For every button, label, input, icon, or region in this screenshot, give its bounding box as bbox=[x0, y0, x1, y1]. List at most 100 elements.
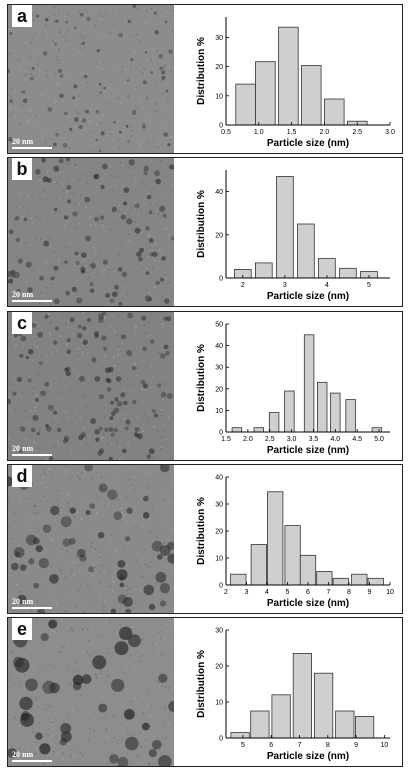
tem-noise bbox=[129, 688, 132, 690]
tem-noise bbox=[29, 366, 32, 369]
tem-noise bbox=[56, 490, 59, 492]
tem-noise bbox=[87, 738, 90, 741]
tem-noise bbox=[87, 583, 89, 586]
tem-noise bbox=[120, 765, 122, 766]
tem-noise bbox=[31, 728, 34, 730]
tem-noise bbox=[71, 730, 73, 732]
tem-noise bbox=[105, 727, 108, 729]
tem-noise bbox=[125, 333, 127, 335]
tem-noise bbox=[137, 409, 139, 412]
tem-noise bbox=[126, 585, 128, 587]
tem-noise bbox=[58, 182, 60, 185]
tem-texture bbox=[8, 5, 174, 153]
tem-noise bbox=[14, 148, 17, 151]
tem-noise bbox=[117, 533, 119, 535]
tem-noise bbox=[93, 15, 96, 18]
tem-noise bbox=[68, 389, 71, 392]
tem-noise bbox=[130, 135, 133, 138]
tem-noise bbox=[131, 402, 134, 405]
tem-noise bbox=[137, 441, 139, 444]
tem-noise bbox=[147, 117, 149, 119]
tem-noise bbox=[171, 742, 173, 745]
nanoparticle bbox=[12, 391, 17, 396]
tem-noise bbox=[118, 220, 120, 223]
tem-noise bbox=[34, 409, 37, 412]
tem-noise bbox=[95, 108, 97, 111]
tem-noise bbox=[87, 236, 89, 238]
tem-noise bbox=[89, 202, 91, 204]
tem-noise bbox=[8, 437, 10, 439]
tem-noise bbox=[165, 232, 167, 234]
tem-noise bbox=[125, 696, 128, 698]
nanoparticle bbox=[136, 251, 142, 257]
tem-noise bbox=[49, 69, 52, 72]
tem-noise bbox=[46, 148, 48, 151]
histogram-bar bbox=[313, 672, 334, 739]
panel-label-c: c bbox=[12, 312, 32, 334]
nanoparticle bbox=[126, 350, 133, 356]
tem-noise bbox=[86, 316, 89, 319]
tem-noise bbox=[120, 102, 122, 104]
tem-noise bbox=[121, 99, 124, 102]
tem-noise bbox=[94, 136, 97, 138]
tem-noise bbox=[163, 499, 166, 502]
tem-noise bbox=[117, 84, 119, 87]
tem-noise bbox=[47, 728, 50, 730]
tem-noise bbox=[83, 611, 85, 613]
tem-noise bbox=[56, 731, 58, 733]
tem-noise bbox=[136, 582, 138, 585]
tem-noise bbox=[34, 504, 37, 507]
tem-noise bbox=[64, 428, 67, 430]
tem-noise bbox=[107, 763, 109, 765]
tem-noise bbox=[86, 182, 88, 184]
tem-noise bbox=[99, 556, 102, 558]
tem-noise bbox=[123, 361, 125, 363]
tem-noise bbox=[64, 485, 67, 488]
tem-noise bbox=[71, 179, 74, 181]
tem-noise bbox=[31, 664, 33, 666]
tem-noise bbox=[160, 15, 163, 18]
tem-noise bbox=[145, 267, 147, 269]
tem-noise bbox=[56, 399, 59, 401]
tem-noise bbox=[172, 171, 174, 174]
tem-noise bbox=[87, 291, 89, 293]
scale-bar-d: 20 nm bbox=[12, 598, 52, 609]
tem-noise bbox=[167, 702, 170, 705]
tem-noise bbox=[39, 197, 41, 200]
tem-noise bbox=[65, 253, 67, 255]
tem-noise bbox=[35, 314, 38, 317]
tem-noise bbox=[167, 170, 169, 173]
tem-noise bbox=[91, 130, 94, 133]
tem-noise bbox=[101, 217, 104, 219]
tem-noise bbox=[157, 253, 159, 256]
tem-noise bbox=[162, 92, 164, 95]
tem-noise bbox=[154, 300, 157, 302]
tem-noise bbox=[162, 389, 165, 391]
tem-noise bbox=[127, 140, 130, 143]
tem-noise bbox=[93, 730, 96, 732]
nanoparticle bbox=[98, 448, 105, 454]
tem-noise bbox=[123, 759, 125, 761]
tem-noise bbox=[148, 210, 150, 213]
tem-noise bbox=[18, 684, 21, 687]
tem-noise bbox=[74, 264, 77, 267]
tem-noise bbox=[23, 70, 26, 73]
tem-noise bbox=[28, 278, 31, 281]
nanoparticle bbox=[164, 350, 170, 356]
tem-noise bbox=[113, 335, 115, 337]
tem-noise bbox=[169, 586, 172, 589]
nanoparticle bbox=[77, 548, 86, 558]
tem-noise bbox=[123, 208, 126, 211]
tem-noise bbox=[101, 178, 103, 180]
tem-noise bbox=[171, 302, 174, 305]
nanoparticle bbox=[166, 316, 171, 322]
tem-noise bbox=[69, 660, 72, 662]
y-axis-title: Distribution % bbox=[196, 190, 207, 258]
tem-noise bbox=[162, 522, 165, 525]
scale-bar-a: 20 nm bbox=[12, 138, 52, 149]
tem-noise bbox=[104, 599, 106, 601]
tem-noise bbox=[51, 351, 53, 354]
tem-noise bbox=[148, 517, 151, 519]
tem-noise bbox=[173, 219, 174, 221]
tem-noise bbox=[48, 720, 51, 723]
